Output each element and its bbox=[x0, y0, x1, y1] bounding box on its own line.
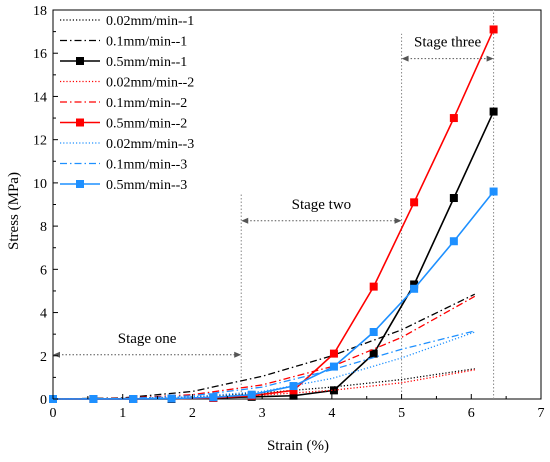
data-point bbox=[449, 237, 458, 246]
legend-label: 0.02mm/min--2 bbox=[106, 76, 194, 91]
y-tick-label: 6 bbox=[40, 263, 47, 278]
stage-annotations: Stage one Stage two Stage three bbox=[53, 35, 494, 358]
series-line bbox=[52, 295, 476, 400]
series-line bbox=[52, 331, 475, 400]
legend-label: 0.02mm/min--1 bbox=[106, 14, 194, 29]
data-point bbox=[410, 280, 419, 289]
series-line bbox=[53, 191, 495, 400]
stage-label: Stage one bbox=[118, 331, 177, 347]
series-line bbox=[52, 293, 476, 400]
stage-label: Stage three bbox=[414, 35, 481, 51]
data-point bbox=[329, 386, 338, 395]
data-point bbox=[449, 194, 458, 203]
y-tick-label: 10 bbox=[33, 177, 47, 192]
data-point bbox=[289, 391, 298, 400]
data-point bbox=[167, 394, 176, 403]
data-point bbox=[410, 284, 419, 293]
legend-swatch-marker bbox=[76, 57, 84, 65]
x-tick-label: 6 bbox=[468, 406, 475, 421]
data-point bbox=[329, 349, 338, 358]
x-tick-label: 0 bbox=[50, 406, 57, 421]
y-tick-label: 14 bbox=[33, 90, 47, 105]
y-axis-title: Stress (MPa) bbox=[6, 172, 22, 250]
data-point bbox=[489, 187, 498, 196]
legend-label: 0.1mm/min--1 bbox=[106, 35, 187, 50]
y-tick-label: 18 bbox=[33, 4, 47, 19]
stage-arrow-head-right bbox=[234, 351, 242, 358]
x-tick-label: 1 bbox=[119, 406, 126, 421]
data-point bbox=[89, 395, 98, 403]
y-tick-label: 12 bbox=[33, 134, 47, 149]
x-tick-label: 4 bbox=[328, 406, 335, 421]
stage-boundaries bbox=[240, 10, 495, 399]
stage-arrow-head-left bbox=[401, 55, 409, 62]
series-line bbox=[53, 111, 495, 400]
stage-arrow-head-left bbox=[53, 351, 60, 358]
stage-label: Stage two bbox=[292, 197, 352, 213]
series-line bbox=[52, 330, 475, 400]
y-tick-label: 8 bbox=[40, 220, 47, 235]
x-tick-label: 5 bbox=[398, 406, 405, 421]
x-axis-title: Strain (%) bbox=[267, 438, 329, 454]
y-tick-label: 2 bbox=[40, 350, 47, 365]
stage-arrow-head-right bbox=[394, 217, 402, 224]
series-line bbox=[52, 368, 475, 400]
data-point bbox=[247, 390, 256, 399]
x-tick-label: 7 bbox=[538, 406, 545, 421]
data-point bbox=[369, 349, 378, 358]
y-tick-label: 4 bbox=[40, 307, 47, 322]
x-tick-label: 3 bbox=[259, 406, 266, 421]
data-point bbox=[410, 198, 419, 207]
legend-label: 0.5mm/min--1 bbox=[106, 55, 187, 70]
legend-label: 0.02mm/min--3 bbox=[106, 137, 194, 152]
x-tick-label: 2 bbox=[189, 406, 196, 421]
y-tick-label: 0 bbox=[40, 393, 47, 408]
data-point bbox=[329, 362, 338, 371]
legend: 0.02mm/min--1 0.1mm/min--1 0.5mm/min--1 0.0… bbox=[60, 14, 194, 193]
data-point bbox=[369, 328, 378, 337]
stage-arrow-head-left bbox=[241, 217, 249, 224]
legend-swatch-marker bbox=[76, 180, 84, 188]
legend-label: 0.1mm/min--2 bbox=[106, 96, 187, 111]
data-point bbox=[369, 282, 378, 291]
data-point bbox=[489, 25, 498, 34]
data-point bbox=[209, 393, 218, 402]
data-point bbox=[129, 395, 138, 403]
y-tick-label: 16 bbox=[33, 47, 47, 62]
legend-label: 0.1mm/min--3 bbox=[106, 158, 187, 173]
legend-swatch-marker bbox=[76, 118, 84, 127]
stage-arrow-head-right bbox=[486, 55, 494, 62]
data-point bbox=[289, 386, 298, 395]
data-point bbox=[449, 114, 458, 123]
legend-label: 0.5mm/min--2 bbox=[106, 117, 187, 132]
data-point bbox=[289, 382, 298, 391]
series-layer bbox=[49, 25, 498, 403]
legend-label: 0.5mm/min--3 bbox=[106, 178, 187, 193]
data-point bbox=[489, 107, 498, 116]
